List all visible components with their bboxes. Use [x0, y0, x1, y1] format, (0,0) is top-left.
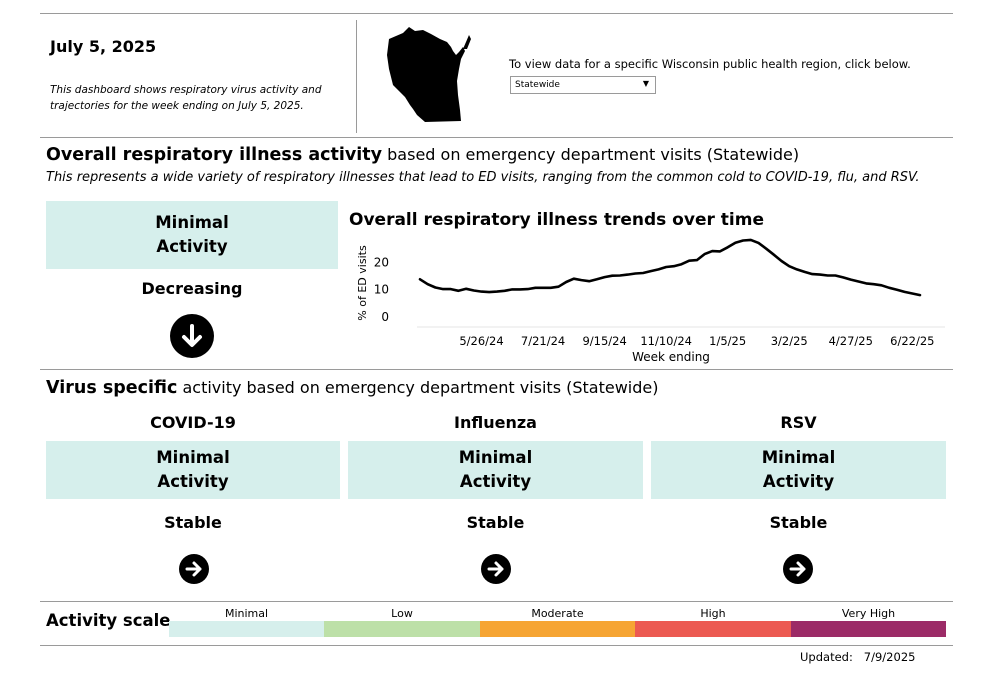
overall-section-title: Overall respiratory illness activity bas…	[46, 145, 799, 165]
chart-x-axis-label: Week ending	[632, 350, 710, 364]
arrow-right-icon	[481, 554, 511, 584]
covid-trend-label: Stable	[164, 513, 222, 532]
scale-label-very-high: Very High	[841, 607, 896, 620]
chart-series-line	[418, 238, 922, 297]
header-bottom-divider	[40, 137, 953, 138]
virus-bottom-divider	[40, 601, 953, 602]
overall-title-bold: Overall respiratory illness activity	[46, 145, 383, 165]
virus-title-bold: Virus specific	[46, 378, 178, 398]
rsv-trend-label: Stable	[769, 513, 828, 532]
virus-section-title: Virus specific activity based on emergen…	[46, 378, 658, 398]
chart-x-tick-label: 3/2/25	[771, 334, 808, 348]
scale-label-moderate: Moderate	[531, 607, 584, 620]
virus-title-rest: activity based on emergency department v…	[177, 378, 659, 397]
chart-x-tick-label: 6/22/25	[890, 334, 934, 348]
overall-subtitle: This represents a wide variety of respir…	[46, 170, 920, 185]
chart-x-tick-label: 1/5/25	[709, 334, 746, 348]
chart-x-tick-label: 11/10/24	[640, 334, 692, 348]
influenza-activity-box: Minimal Activity	[348, 441, 643, 499]
scale-label-high: High	[700, 607, 726, 620]
scale-label-minimal: Minimal	[224, 607, 269, 620]
chart-y-tick-label: 0	[381, 310, 389, 324]
region-dropdown[interactable]: Statewide ▼	[510, 76, 656, 94]
updated-label: Updated:	[800, 650, 853, 664]
chevron-down-icon: ▼	[642, 79, 649, 88]
chart-y-tick-label: 10	[374, 283, 389, 297]
scale-segment-moderate	[480, 621, 635, 637]
scale-segment-high	[635, 621, 791, 637]
region-prompt: To view data for a specific Wisconsin pu…	[509, 57, 911, 71]
overall-activity-suffix: Activity	[156, 237, 228, 256]
dashboard-description: This dashboard shows respiratory virus a…	[50, 84, 322, 112]
covid-activity-box: Minimal Activity	[46, 441, 340, 499]
arrow-right-icon	[783, 554, 813, 584]
covid-activity-suffix: Activity	[157, 472, 229, 491]
chart-y-tick-label: 20	[374, 255, 389, 269]
chart-x-tick-label: 9/15/24	[582, 334, 626, 348]
chart-x-tick-label: 5/26/24	[459, 334, 503, 348]
overall-trend-label: Decreasing	[141, 279, 243, 298]
virus-name-influenza: Influenza	[454, 413, 537, 432]
chart-x-tick-label: 7/21/24	[521, 334, 565, 348]
chart-title: Overall respiratory illness trends over …	[349, 210, 764, 230]
virus-name-covid: COVID-19	[150, 413, 236, 432]
chart-x-tick-label: 4/27/25	[829, 334, 873, 348]
scale-segment-low	[324, 621, 480, 637]
rsv-activity-box: Minimal Activity	[651, 441, 946, 499]
overall-bottom-divider	[40, 369, 953, 370]
top-divider	[40, 13, 953, 14]
rsv-activity-level: Minimal	[761, 448, 836, 467]
overall-activity-level: Minimal	[155, 213, 229, 232]
overall-title-rest: based on emergency department visits (St…	[382, 145, 800, 164]
overall-activity-box: Minimal Activity	[46, 201, 338, 269]
chart-y-axis-label: % of ED visits	[356, 245, 369, 321]
virus-name-rsv: RSV	[780, 413, 817, 432]
scale-segment-very-high	[791, 621, 946, 637]
arrow-down-icon	[170, 314, 214, 358]
region-selected-value: Statewide	[515, 80, 560, 90]
influenza-activity-level: Minimal	[458, 448, 533, 467]
trend-chart: % of ED visits 0 10 20 5/26/24 7/21/24 9/15/…	[356, 238, 945, 364]
updated-date: 7/9/2025	[863, 650, 916, 664]
rsv-activity-suffix: Activity	[762, 472, 835, 491]
header-divider	[356, 20, 357, 133]
arrow-right-icon	[179, 554, 209, 584]
covid-activity-level: Minimal	[156, 448, 230, 467]
influenza-trend-label: Stable	[466, 513, 525, 532]
wisconsin-map-icon	[385, 25, 477, 125]
activity-scale-title: Activity scale	[46, 611, 171, 630]
scale-bottom-divider	[40, 645, 953, 646]
scale-segment-minimal	[169, 621, 324, 637]
report-date: July 5, 2025	[50, 37, 157, 56]
updated-stamp: Updated: 7/9/2025	[800, 650, 915, 664]
influenza-activity-suffix: Activity	[459, 472, 532, 491]
scale-label-low: Low	[391, 607, 413, 620]
